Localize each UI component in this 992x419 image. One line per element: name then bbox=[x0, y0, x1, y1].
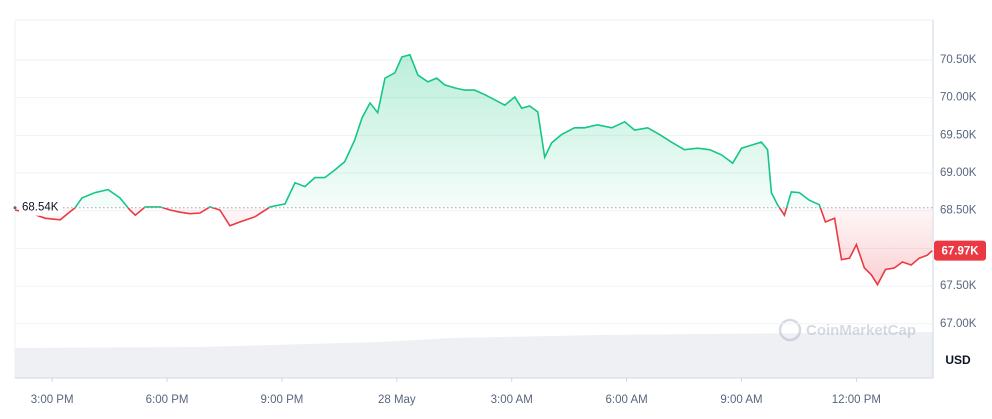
current-price-box bbox=[934, 240, 986, 261]
x-tick-label: 3:00 AM bbox=[491, 394, 533, 406]
y-tick-label: 70.00K bbox=[940, 92, 977, 104]
y-axis-label: USD bbox=[945, 353, 971, 367]
area-up bbox=[75, 54, 821, 208]
x-tick-label: 28 May bbox=[378, 394, 416, 406]
watermark: CoinMarketCap bbox=[778, 318, 916, 342]
y-tick-label: 70.50K bbox=[940, 54, 977, 66]
x-tick-label: 6:00 PM bbox=[146, 394, 189, 406]
price-line-up bbox=[73, 53, 822, 208]
y-tick-label: 68.50K bbox=[940, 205, 977, 217]
x-tick-label: 12:00 PM bbox=[832, 394, 881, 406]
reference-label: 68.54K bbox=[22, 202, 59, 214]
x-tick-label: 3:00 PM bbox=[31, 394, 74, 406]
current-price-label: 67.97K bbox=[941, 246, 979, 258]
y-tick-label: 67.50K bbox=[940, 280, 977, 292]
reference-dot bbox=[13, 206, 17, 210]
y-tick-label: 67.00K bbox=[940, 318, 977, 330]
y-tick-label: 69.50K bbox=[940, 129, 977, 141]
x-tick-label: 9:00 PM bbox=[261, 394, 304, 406]
price-line-down bbox=[14, 207, 933, 287]
x-tick-label: 6:00 AM bbox=[606, 394, 648, 406]
watermark-text: CoinMarketCap bbox=[806, 322, 916, 339]
watermark-logo bbox=[778, 318, 802, 342]
volume-area bbox=[15, 332, 933, 378]
reference-label-bg bbox=[19, 199, 63, 216]
area-down bbox=[15, 207, 933, 285]
x-tick-label: 9:00 AM bbox=[720, 394, 762, 406]
y-tick-label: 69.00K bbox=[940, 167, 977, 179]
